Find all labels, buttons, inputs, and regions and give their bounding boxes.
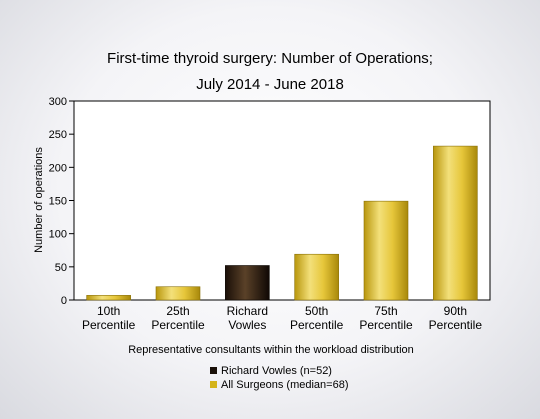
x-tick-label: Percentile (359, 318, 413, 332)
x-tick-label: 10th (97, 304, 120, 318)
legend-item-all-surgeons: All Surgeons (median=68) (210, 379, 349, 391)
legend-swatch-dark (210, 367, 217, 374)
y-axis-label: Number of operations (33, 147, 45, 253)
y-tick-label: 0 (61, 295, 67, 307)
x-tick-label: Percentile (82, 318, 136, 332)
legend-swatch-gold (210, 381, 217, 388)
bar (155, 286, 201, 301)
bar (433, 145, 478, 301)
y-tick-label: 200 (49, 162, 67, 174)
y-tick-label: 250 (49, 129, 67, 141)
bar (363, 200, 409, 301)
legend-label: Richard Vowles (n=52) (221, 365, 332, 377)
x-tick-label: 90th (444, 304, 467, 318)
x-tick-label: 25th (166, 304, 189, 318)
x-tick-label: Percentile (290, 318, 344, 332)
x-tick-label: 75th (374, 304, 397, 318)
x-tick-label: Percentile (429, 318, 483, 332)
y-tick-label: 150 (49, 196, 67, 208)
x-tick-label: 50th (305, 304, 328, 318)
y-tick-label: 100 (49, 229, 67, 241)
y-tick-label: 300 (49, 96, 67, 108)
x-tick-label: Percentile (151, 318, 205, 332)
chart-title-line2: July 2014 - June 2018 (196, 76, 344, 93)
bar (86, 295, 131, 301)
bar-highlight (225, 265, 270, 301)
x-tick-label: Vowles (228, 318, 266, 332)
x-axis-label: Representative consultants within the wo… (128, 344, 414, 356)
legend-label: All Surgeons (median=68) (221, 379, 349, 391)
plot-area (73, 100, 491, 301)
chart-title-line1: First-time thyroid surgery: Number of Op… (107, 50, 433, 67)
x-tick-label: Richard (227, 304, 268, 318)
bar (294, 253, 339, 301)
y-tick-label: 50 (55, 262, 67, 274)
legend-item-richard-vowles: Richard Vowles (n=52) (210, 365, 332, 377)
